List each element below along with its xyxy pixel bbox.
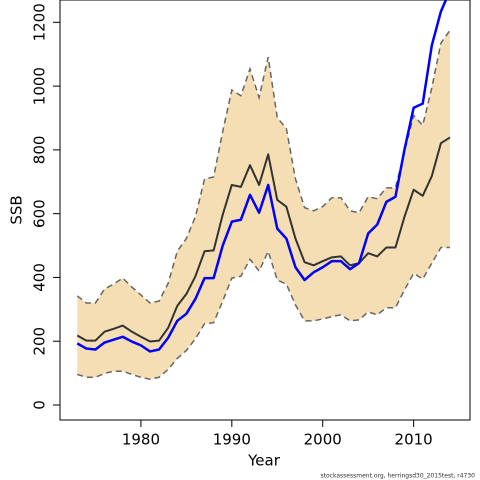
series-line <box>76 0 448 353</box>
y-tick-label: 1200 <box>31 3 49 41</box>
x-tick-label: 1990 <box>213 431 251 449</box>
band-edge <box>77 246 450 380</box>
y-tick-label: 200 <box>31 327 49 356</box>
y-tick-label: 400 <box>31 263 49 292</box>
confidence-band <box>77 30 450 380</box>
x-axis-label: Year <box>247 452 281 470</box>
x-tick-label: 2000 <box>304 431 342 449</box>
plot-area <box>76 0 451 380</box>
x-tick-label: 1980 <box>122 431 160 449</box>
footnote: stockassessment.org, herringsd30_2015tes… <box>321 473 476 480</box>
y-tick-label: 800 <box>31 136 49 165</box>
y-tick-label: 1000 <box>31 67 49 105</box>
plot-frame <box>59 0 471 421</box>
y-axis-label: SSB <box>8 195 26 224</box>
band-edge <box>76 29 451 304</box>
series-line <box>76 136 451 343</box>
y-tick-label: 0 <box>31 400 49 410</box>
y-tick-label: 600 <box>31 199 49 228</box>
x-tick-label: 2010 <box>395 431 433 449</box>
